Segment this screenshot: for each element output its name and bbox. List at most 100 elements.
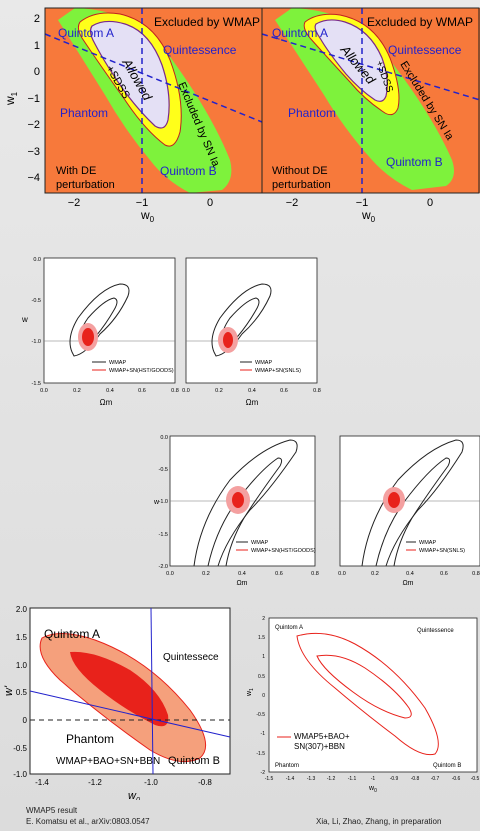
diagonal-divider-line <box>44 33 263 123</box>
y-axis-label: w' <box>3 685 15 696</box>
legend-wmap-sn: WMAP+SN(HST/GOODS) <box>251 548 316 554</box>
xtick: -1.2 <box>327 776 336 782</box>
xtick: 0.4 <box>106 388 114 394</box>
xtick: 0.2 <box>202 571 210 577</box>
y-axis-label: w1 <box>246 688 255 697</box>
green-sn-region <box>275 8 454 190</box>
xtick: 0.4 <box>238 571 246 577</box>
bottom-right-chart: Quintom A Quintessence Phantom Quintom B… <box>246 616 480 794</box>
xtick: -1.4 <box>286 776 295 782</box>
label-phantom: Phantom <box>275 763 299 769</box>
legend-wmap: WMAP <box>109 360 126 366</box>
legend-wmap-sn: WMAP+SN(SNLS) <box>255 368 301 374</box>
top-left-panel: Quintom A Excluded by WMAP Quintessence … <box>3 7 263 222</box>
xtick: 0.4 <box>406 571 414 577</box>
ytick: 2 <box>34 13 40 25</box>
ytick: -1.5 <box>256 751 265 757</box>
x-axis-label: Ωm <box>236 580 247 587</box>
inner-contour <box>316 654 412 719</box>
top-right-panel: Quintom A Excluded by WMAP Quintessence … <box>261 7 480 222</box>
xtick: −1 <box>356 197 369 209</box>
xtick: 0.8 <box>472 571 480 577</box>
xtick: -1.2 <box>88 778 102 787</box>
xtick: 0.2 <box>371 571 379 577</box>
xtick: -0.8 <box>198 778 212 787</box>
label-phantom: Phantom <box>60 106 108 120</box>
label-quintom-a: Quintom A <box>44 627 100 641</box>
ytick: -0.5 <box>32 298 41 304</box>
legend-wmap: WMAP <box>419 540 436 546</box>
xtick: 0.4 <box>248 388 256 394</box>
ytick: −1 <box>27 93 40 105</box>
label-combo: WMAP+BAO+SN+BBN <box>56 756 160 767</box>
sn-contour-inner <box>82 328 94 346</box>
ytick: -1.5 <box>32 381 41 387</box>
ytick: 1 <box>262 654 265 660</box>
xtick: 0.2 <box>215 388 223 394</box>
ytick: -2 <box>261 770 266 776</box>
note-line2: perturbation <box>272 179 331 191</box>
legend-wmap-sn: WMAP+SN(SNLS) <box>419 548 465 554</box>
label-phantom: Phantom <box>288 106 336 120</box>
note-line2: perturbation <box>56 179 115 191</box>
x-axis-label: w0 <box>368 785 377 794</box>
ytick: -0.5 <box>256 712 265 718</box>
legend-wmap-sn: WMAP+SN(HST/GOODS) <box>109 368 174 374</box>
legend-wmap: WMAP <box>255 360 272 366</box>
xtick: -0.7 <box>431 776 440 782</box>
xtick: 0 <box>207 197 213 209</box>
label-quintom-a: Quintom A <box>275 625 303 631</box>
xtick: 0.0 <box>40 388 48 394</box>
ytick: -1.0 <box>13 770 27 779</box>
ytick: -0.5 <box>13 744 27 753</box>
label-quintom-b: Quintom B <box>433 763 461 769</box>
row2-omega-w-charts: WMAP WMAP+SN(HST/GOODS) 0.0 -0.5 -1.0 -1… <box>21 257 321 407</box>
label-quintessence: Quintessence <box>417 628 454 634</box>
label-quintessence: Quintessence <box>388 43 462 57</box>
xtick: 0.6 <box>280 388 288 394</box>
ytick: -1.0 <box>32 339 41 345</box>
bottom-left-chart: Quintom A Quintessece Phantom Quintom B … <box>3 605 231 800</box>
ytick: 1.0 <box>16 661 28 670</box>
label-quintom-b: Quintom B <box>386 155 443 169</box>
xtick: 0.0 <box>182 388 190 394</box>
y-axis-label: w1 <box>3 91 19 106</box>
ytick: 0.5 <box>16 688 28 697</box>
ytick: -1.0 <box>159 499 168 505</box>
legend-line2: SN(307)+BBN <box>294 742 345 751</box>
xtick: 0.2 <box>73 388 81 394</box>
label-quintom-b: Quintom B <box>168 755 220 767</box>
footer-komatsu-citation: E. Komatsu et al., arXiv:0803.0547 <box>26 817 150 826</box>
xtick: -0.9 <box>390 776 399 782</box>
xtick: 0.8 <box>171 388 179 394</box>
label-quintom-b: Quintom B <box>160 164 217 178</box>
y-axis-label: w <box>153 499 160 506</box>
ytick: -0.5 <box>159 467 168 473</box>
xtick: 0.8 <box>313 388 321 394</box>
xtick: 0.6 <box>440 571 448 577</box>
ytick: 0 <box>34 66 40 78</box>
x-axis-label: w0 <box>361 208 376 222</box>
xtick: 0.6 <box>138 388 146 394</box>
label-quintessence: Quintessece <box>163 652 219 663</box>
row2-left-panel: WMAP WMAP+SN(HST/GOODS) 0.0 -0.5 -1.0 -1… <box>21 257 179 407</box>
x-axis-label: Ωm <box>246 398 259 407</box>
ytick: 0 <box>23 716 28 725</box>
ytick: −3 <box>27 146 40 158</box>
wmap5-inner-contour <box>70 651 169 727</box>
row2-right-panel: WMAP WMAP+SN(SNLS) 0.0 0.2 0.4 0.6 0.8 Ω… <box>182 257 321 407</box>
ytick: -1 <box>261 731 266 737</box>
allowed-lavender-region <box>89 20 170 129</box>
label-quintessence: Quintessence <box>163 43 237 57</box>
xtick: 0.0 <box>166 571 174 577</box>
footer-xia-citation: Xia, Li, Zhao, Zhang, in preparation <box>316 817 442 826</box>
ytick: 0.5 <box>258 674 265 680</box>
xtick: 0 <box>427 197 433 209</box>
label-excluded-wmap: Excluded by WMAP <box>154 15 260 29</box>
ytick: −4 <box>27 172 40 184</box>
xtick: 0.6 <box>275 571 283 577</box>
xtick: −2 <box>286 197 299 209</box>
x-axis-label: w0 <box>128 790 140 800</box>
top-w0-w1-chart: Quintom A Excluded by WMAP Quintessence … <box>3 7 480 222</box>
ytick: 0.0 <box>160 435 168 441</box>
